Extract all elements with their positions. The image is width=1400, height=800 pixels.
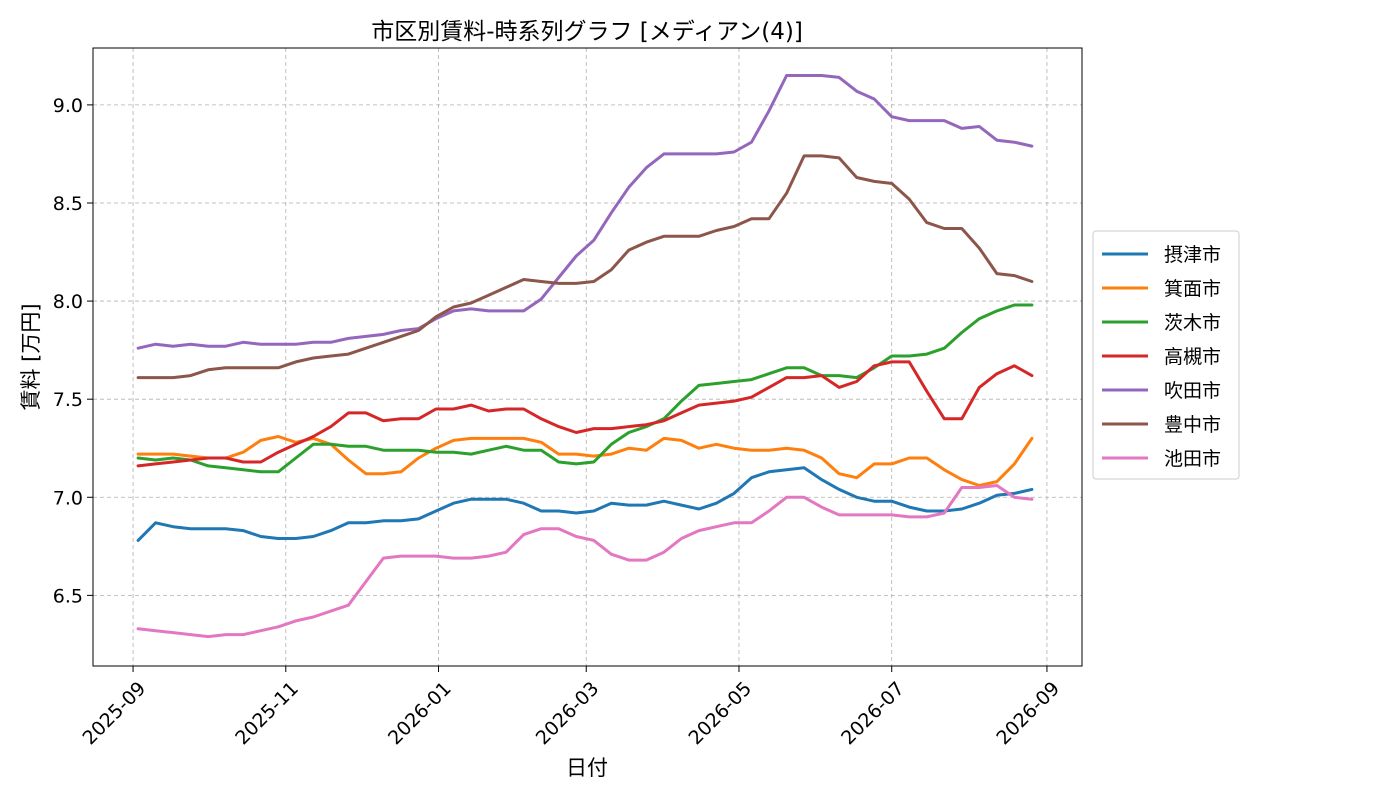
series-line-3	[136, 303, 1034, 474]
plot-area	[93, 48, 1082, 666]
grid-lines	[93, 48, 1082, 666]
y-tick-label: 7.0	[53, 487, 83, 509]
x-tick-label: 2026-07	[837, 678, 909, 750]
x-tick-label: 2025-11	[231, 678, 303, 750]
x-axis-title: 日付	[566, 756, 608, 780]
legend-label: 豊中市	[1164, 414, 1221, 436]
series-line-7	[136, 484, 1034, 639]
x-tick-label: 2026-05	[684, 678, 756, 750]
legend-label: 吹田市	[1164, 380, 1221, 402]
legend-label: 高槻市	[1164, 346, 1221, 368]
x-tick-label: 2026-03	[532, 678, 604, 750]
x-tick-label: 2025-09	[79, 678, 151, 750]
y-tick-label: 8.5	[53, 193, 83, 215]
series-line-5	[136, 74, 1034, 350]
y-tick-label: 9.0	[53, 95, 83, 117]
legend-label: 茨木市	[1164, 312, 1221, 334]
y-tick-label: 7.5	[53, 389, 83, 411]
series-line-2	[136, 435, 1034, 487]
legend-label: 池田市	[1164, 448, 1221, 470]
legend-box	[1092, 230, 1240, 480]
x-tick-label: 2026-09	[992, 678, 1064, 750]
series-line-1	[136, 466, 1034, 542]
series-lines	[136, 74, 1034, 639]
x-axis: 2025-09 2025-11 2026-01 2026-03 2026-05 2026-…	[79, 666, 1064, 750]
series-line-6	[136, 154, 1034, 380]
legend-label: 箕面市	[1164, 278, 1221, 300]
y-tick-label: 6.5	[53, 585, 83, 607]
chart-title: 市区別賃料-時系列グラフ [メディアン(4)]	[371, 19, 803, 45]
y-axis-title: 賃料 [万円]	[19, 303, 43, 410]
legend-label: 摂津市	[1164, 244, 1221, 266]
plot-frame	[92, 47, 1083, 667]
y-axis: 6.5 7.0 7.5 8.0 8.5 9.0	[53, 95, 93, 607]
y-tick-label: 8.0	[53, 291, 83, 313]
series-line-4	[136, 360, 1034, 468]
x-tick-label: 2026-01	[384, 678, 456, 750]
